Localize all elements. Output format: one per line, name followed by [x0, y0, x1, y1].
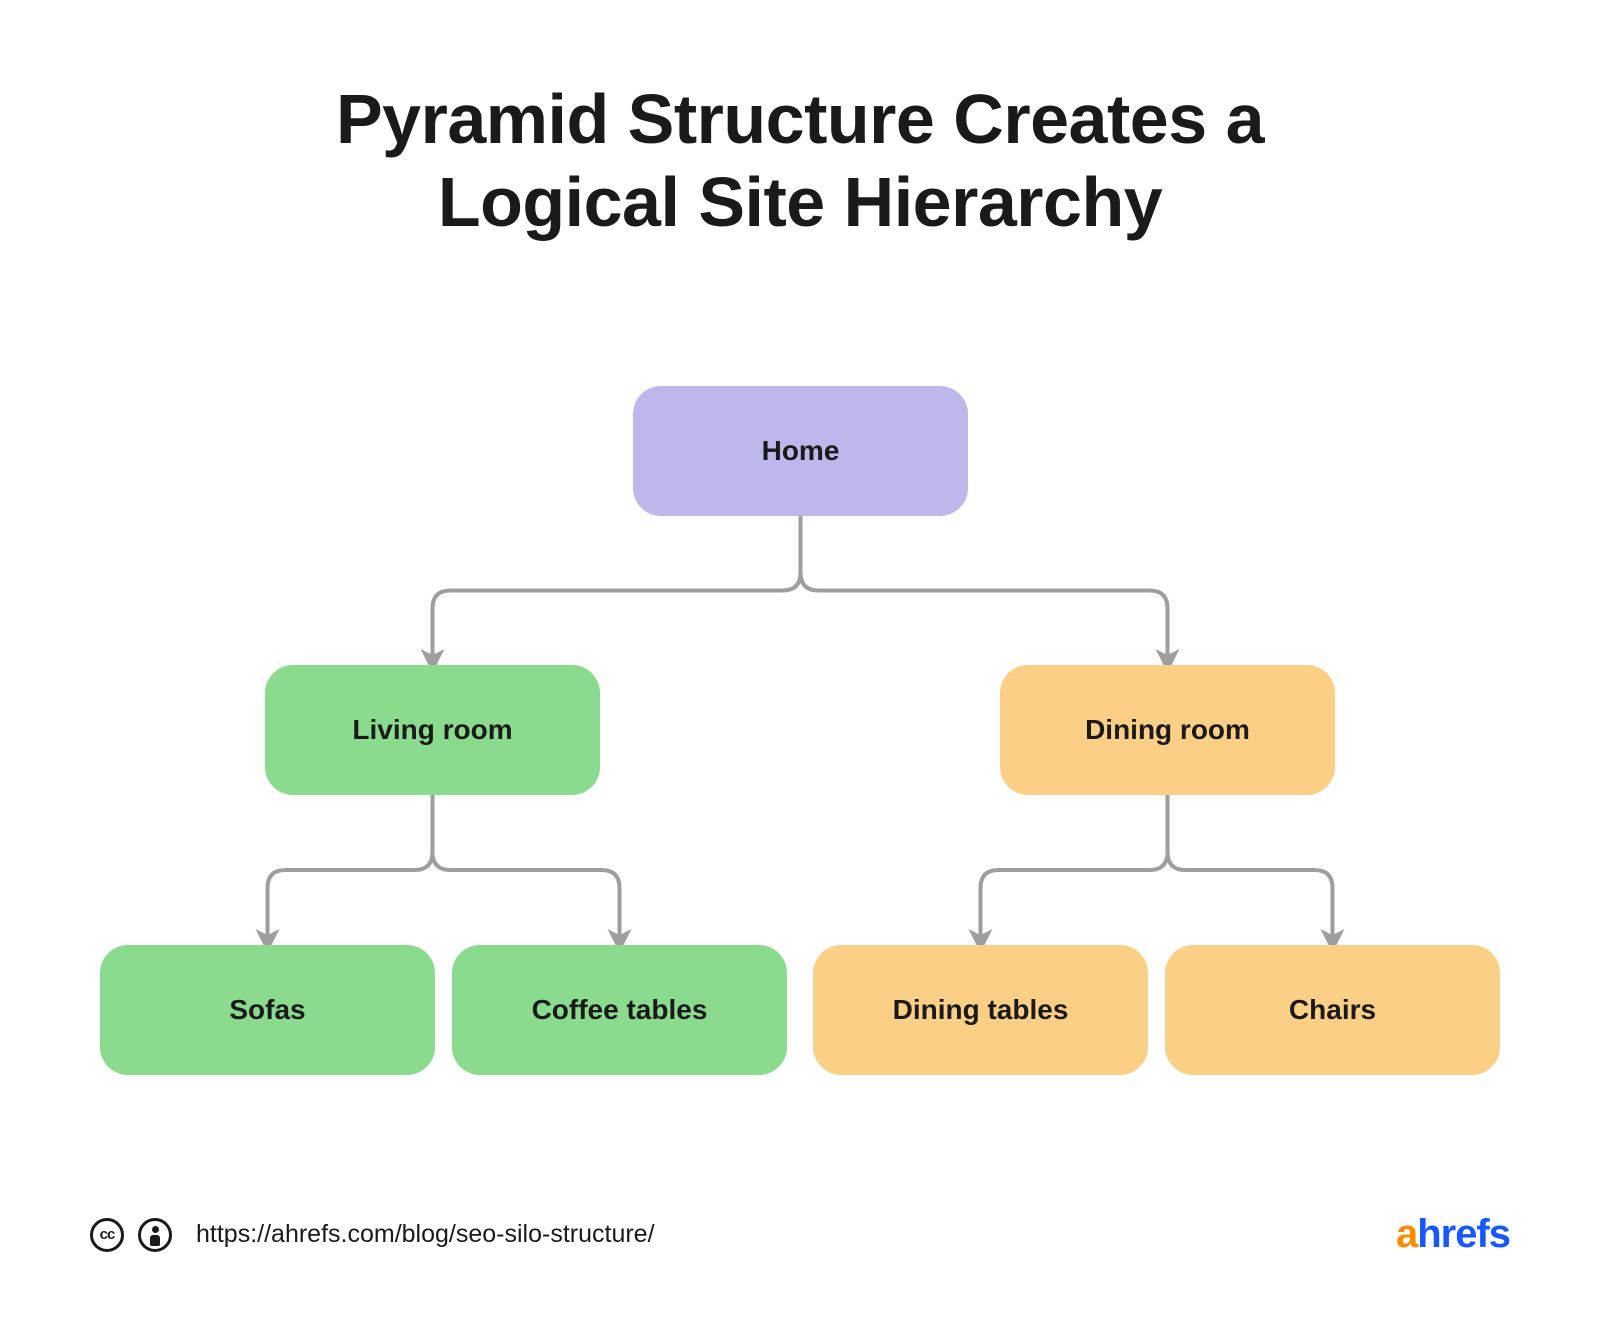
title-line-2: Logical Site Hierarchy	[438, 163, 1162, 241]
tree-node-home: Home	[633, 386, 968, 516]
tree-edge	[433, 795, 620, 945]
tree-node-coffee-tables: Coffee tables	[452, 945, 787, 1075]
tree-edge	[981, 795, 1168, 945]
node-label: Chairs	[1289, 994, 1376, 1026]
tree-edge	[433, 516, 801, 665]
cc-icon: cc	[90, 1218, 124, 1252]
infographic-canvas: Pyramid Structure Creates a Logical Site…	[0, 0, 1600, 1317]
page-title: Pyramid Structure Creates a Logical Site…	[0, 78, 1600, 243]
node-label: Coffee tables	[532, 994, 708, 1026]
tree-edge	[268, 795, 433, 945]
attribution-icon	[138, 1218, 172, 1252]
source-url: https://ahrefs.com/blog/seo-silo-structu…	[196, 1220, 655, 1249]
node-label: Sofas	[229, 994, 305, 1026]
node-label: Dining tables	[893, 994, 1069, 1026]
node-label: Living room	[352, 714, 512, 746]
tree-edge	[801, 516, 1168, 665]
tree-node-dining-tables: Dining tables	[813, 945, 1148, 1075]
brand-first-letter: a	[1396, 1212, 1417, 1256]
tree-edge	[1168, 795, 1333, 945]
node-label: Home	[762, 435, 840, 467]
node-label: Dining room	[1085, 714, 1250, 746]
ahrefs-logo: ahrefs	[1396, 1212, 1510, 1257]
brand-rest: hrefs	[1417, 1212, 1510, 1256]
tree-node-living-room: Living room	[265, 665, 600, 795]
tree-node-dining-room: Dining room	[1000, 665, 1335, 795]
title-line-1: Pyramid Structure Creates a	[336, 80, 1264, 158]
tree-node-chairs: Chairs	[1165, 945, 1500, 1075]
tree-node-sofas: Sofas	[100, 945, 435, 1075]
footer: cc https://ahrefs.com/blog/seo-silo-stru…	[90, 1212, 1510, 1257]
footer-left: cc https://ahrefs.com/blog/seo-silo-stru…	[90, 1218, 655, 1252]
